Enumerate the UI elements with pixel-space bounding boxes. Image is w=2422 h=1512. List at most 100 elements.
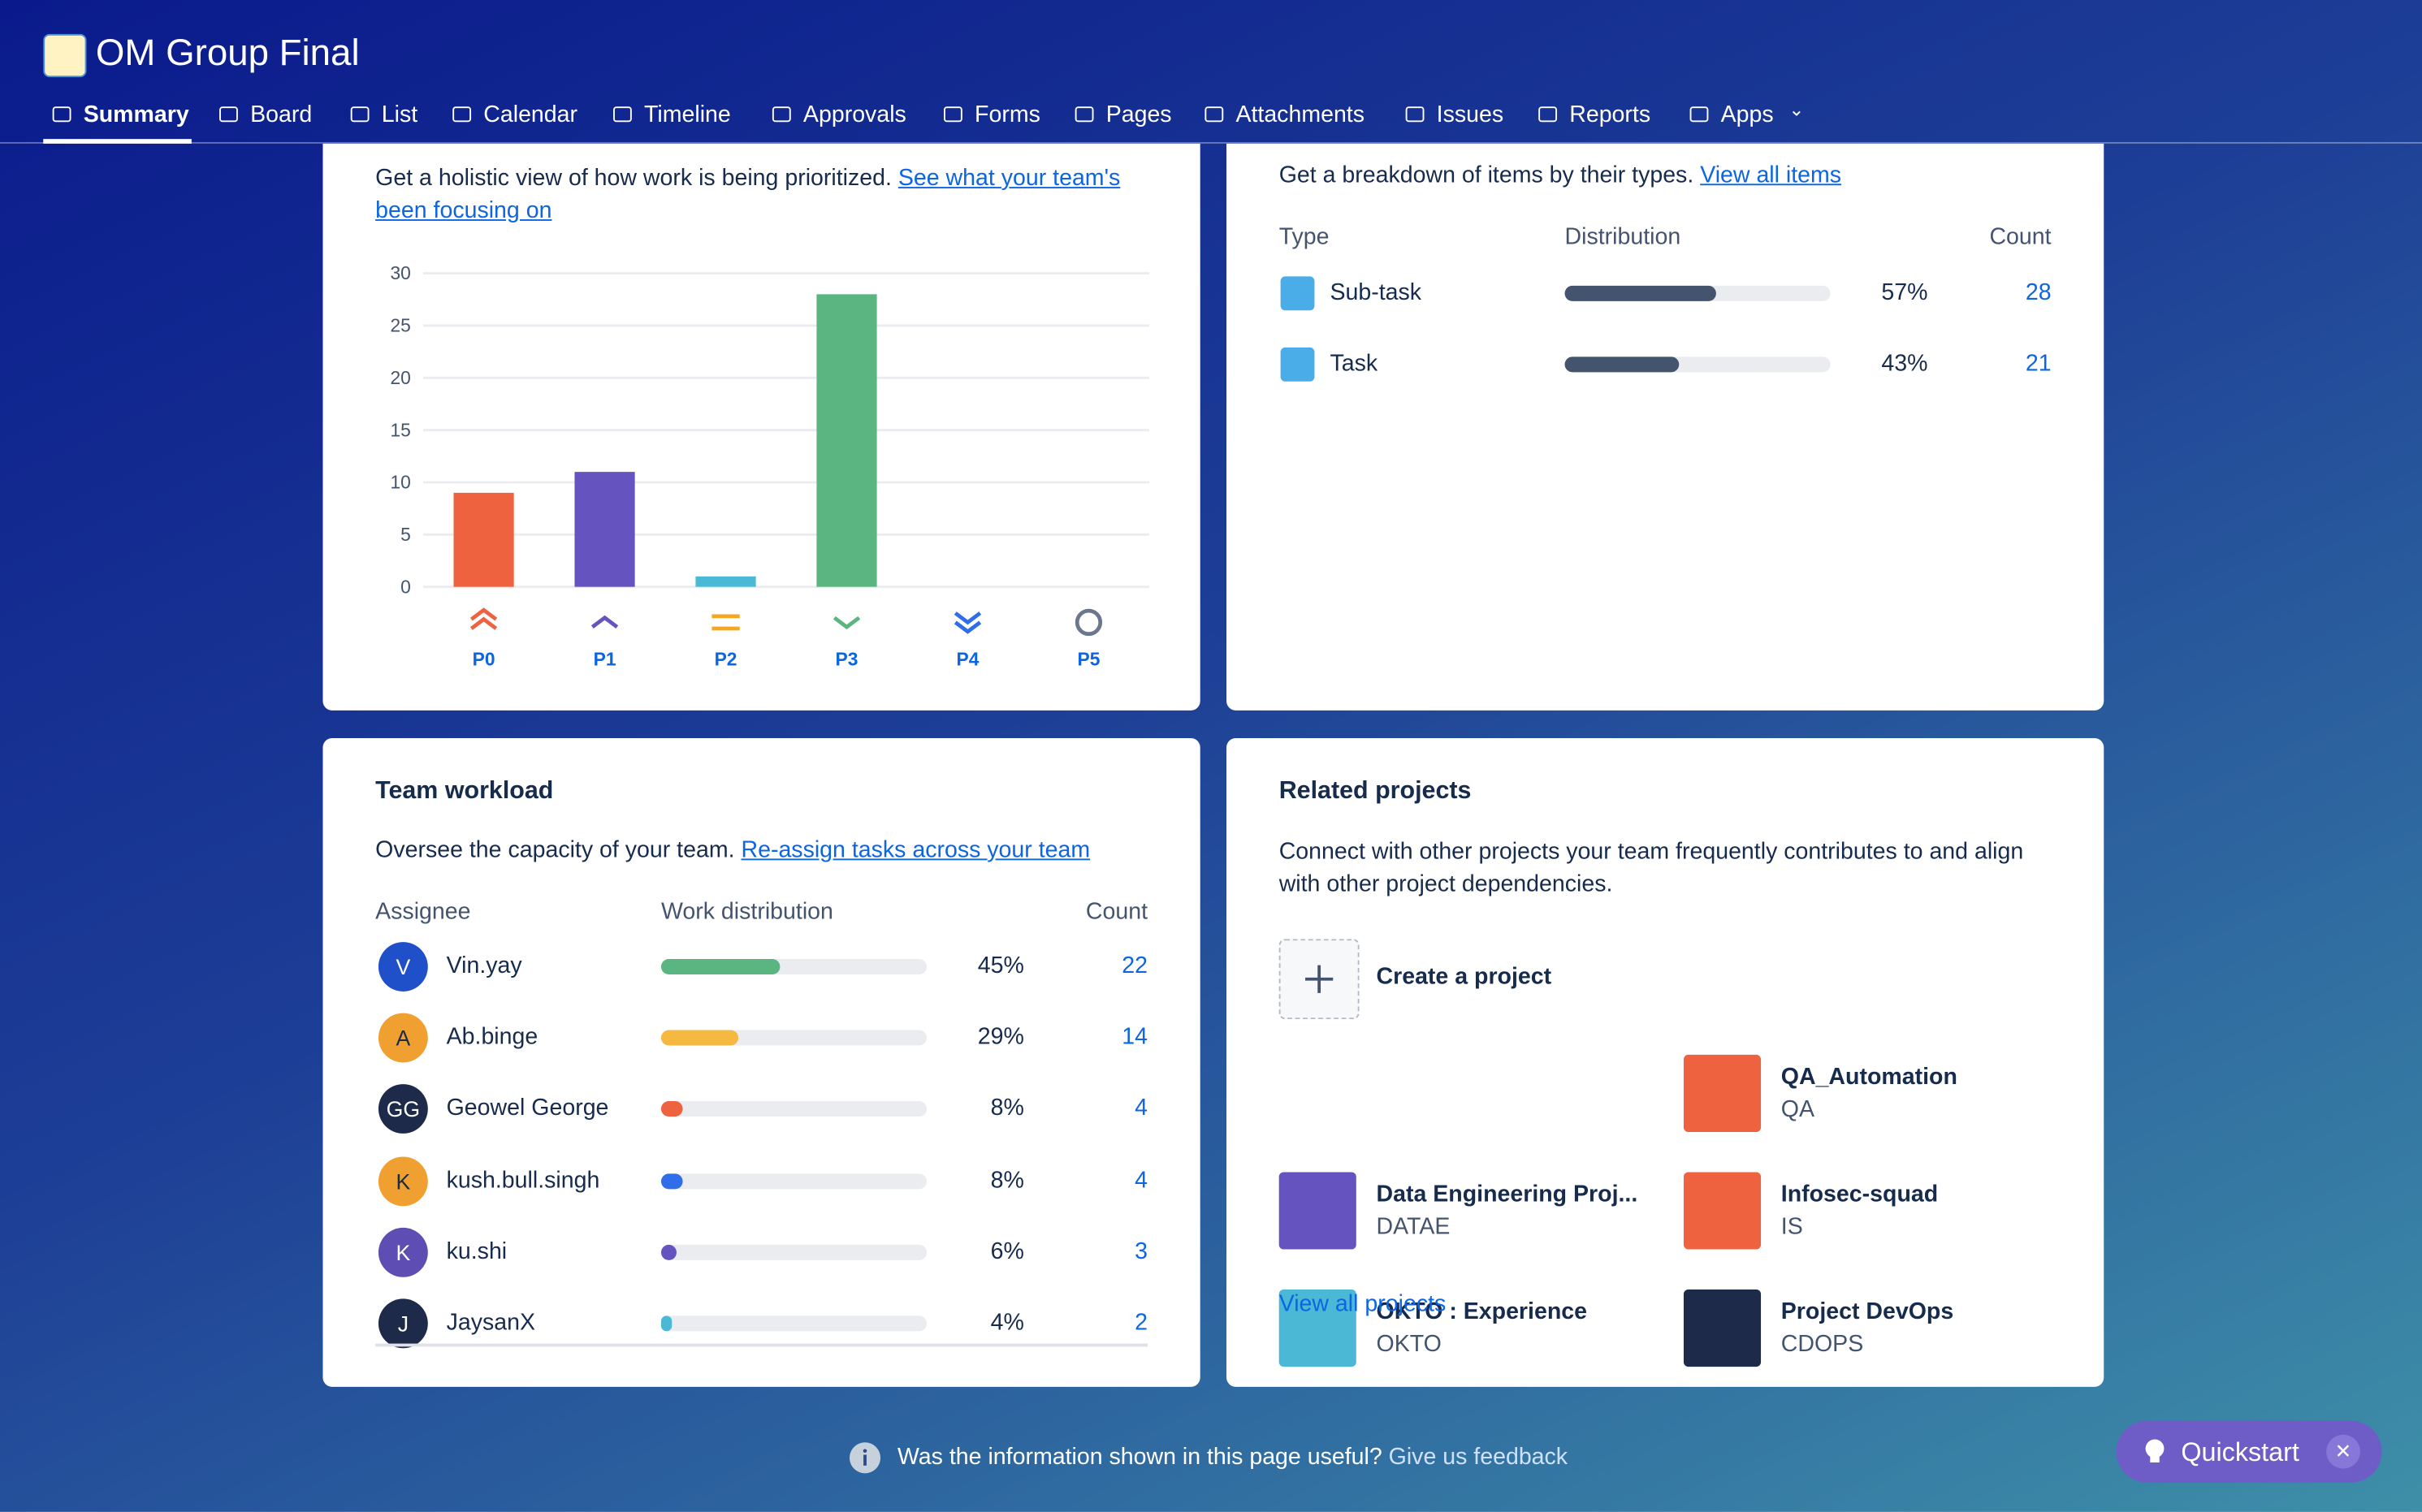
nav-icon <box>772 106 791 123</box>
priority-card: Get a holistic view of how work is being… <box>322 143 1200 711</box>
type-icon <box>1280 276 1315 311</box>
bar <box>695 576 756 587</box>
nav-icon <box>943 106 962 123</box>
project-avatar[interactable] <box>1683 1054 1762 1133</box>
count[interactable]: 4 <box>1135 1166 1148 1194</box>
create-project-label[interactable]: Create a project <box>1376 963 1552 991</box>
nav-tab[interactable]: Apps <box>1720 102 1774 128</box>
nav-icon <box>1075 106 1094 123</box>
distribution-bar <box>660 1315 673 1332</box>
project-name[interactable]: Project DevOps <box>1780 1298 1954 1325</box>
active-tab-indicator <box>43 139 192 144</box>
count[interactable]: 2 <box>1135 1309 1148 1337</box>
column-header: Distribution <box>1564 223 1681 251</box>
count[interactable]: 21 <box>2025 350 2052 378</box>
feedback-link[interactable]: Give us feedback <box>1388 1444 1568 1471</box>
quickstart-button[interactable]: Quickstart ✕ <box>2116 1420 2382 1483</box>
nav-tab[interactable]: Attachments <box>1235 102 1365 128</box>
nav-tab[interactable]: Timeline <box>644 102 731 128</box>
project-name[interactable]: Infosec-squad <box>1780 1181 1939 1208</box>
count[interactable]: 22 <box>1122 953 1148 979</box>
nav-tab[interactable]: Summary <box>83 102 189 128</box>
nav-icon <box>1405 106 1425 123</box>
avatar: V <box>378 942 428 991</box>
card-description: Get a holistic view of how work is being… <box>375 162 1148 227</box>
priority-icon <box>954 611 982 634</box>
description-text: Get a breakdown of items by their types. <box>1278 162 1694 189</box>
nav-tab[interactable]: Issues <box>1436 102 1504 128</box>
nav-tab[interactable]: Calendar <box>483 102 578 128</box>
card-link[interactable]: View all items <box>1700 162 1842 189</box>
percent: 4% <box>990 1309 1024 1337</box>
count[interactable]: 3 <box>1135 1238 1148 1265</box>
percent: 43% <box>1881 350 1928 378</box>
assignee-name: Ab.binge <box>446 1024 538 1051</box>
percent: 29% <box>977 1024 1024 1051</box>
type-name: Task <box>1330 350 1378 378</box>
distribution-bar <box>660 1173 683 1189</box>
priority-icon-group <box>469 607 498 630</box>
project-icon <box>43 33 87 78</box>
count[interactable]: 14 <box>1122 1024 1148 1051</box>
assignee-name: Geowel George <box>446 1095 609 1122</box>
nav-icon <box>452 106 472 123</box>
priority-icon <box>711 614 740 631</box>
project-avatar[interactable] <box>1278 1290 1356 1367</box>
description-text: Get a holistic view of how work is being… <box>375 165 892 192</box>
bar-track <box>660 1173 928 1189</box>
assignee-name: Vin.yay <box>446 953 522 979</box>
bar <box>816 294 877 587</box>
avatar: J <box>378 1298 428 1349</box>
column-header: Work distribution <box>660 898 833 926</box>
count[interactable]: 28 <box>2025 279 2052 306</box>
card-link[interactable]: See what your team's been focusing on <box>375 165 1121 224</box>
priority-icon <box>1075 608 1103 637</box>
create-project-button[interactable] <box>1278 939 1360 1020</box>
count[interactable]: 4 <box>1135 1095 1148 1122</box>
card-link[interactable]: Re-assign tasks across your team <box>741 836 1091 864</box>
x-tick-label: P5 <box>1077 649 1100 670</box>
x-tick-label: P1 <box>594 649 616 670</box>
card-description: Get a breakdown of items by their types.… <box>1279 162 1841 188</box>
nav-tab[interactable]: Forms <box>975 102 1040 128</box>
project-name[interactable]: OKTO : Experience <box>1376 1298 1587 1325</box>
view-all-projects[interactable]: View all projects <box>1278 1290 1447 1318</box>
assignee-name: ku.shi <box>446 1238 508 1265</box>
card-description: Oversee the capacity of your team. Re-as… <box>375 837 1090 863</box>
nav-icon <box>1538 106 1558 123</box>
bulb-icon <box>2145 1439 2165 1463</box>
avatar: K <box>378 1156 428 1206</box>
y-tick-label: 5 <box>400 524 411 545</box>
bar-track <box>660 1315 928 1332</box>
plus-icon <box>1305 965 1334 993</box>
quickstart-label: Quickstart <box>2181 1437 2299 1467</box>
priority-icon-group <box>1075 608 1103 637</box>
apps-chevron[interactable]: ⌄ <box>1788 98 1805 121</box>
feedback: Was the information shown in this page u… <box>897 1444 1568 1470</box>
related-card: Related projects Connect with other proj… <box>1226 738 2104 1387</box>
bar <box>574 472 635 587</box>
project-name[interactable]: QA_Automation <box>1780 1064 1957 1091</box>
nav-tab[interactable]: List <box>381 102 418 128</box>
project-avatar[interactable] <box>1683 1290 1762 1367</box>
priority-icon <box>590 615 619 629</box>
nav-tab[interactable]: Board <box>250 102 313 128</box>
project-avatar[interactable] <box>1683 1172 1762 1250</box>
x-tick-label: P3 <box>836 649 859 670</box>
types-card: Get a breakdown of items by their types.… <box>1226 143 2104 711</box>
card-title: Team workload <box>375 778 554 805</box>
y-tick-label: 15 <box>391 419 411 440</box>
project-avatar[interactable] <box>1278 1172 1356 1250</box>
priority-icon <box>833 616 861 630</box>
project-name[interactable]: Data Engineering Proj... <box>1376 1181 1638 1208</box>
nav-icon <box>613 106 632 123</box>
nav-tab[interactable]: Approvals <box>802 102 906 128</box>
nav-tab[interactable]: Reports <box>1569 102 1651 128</box>
percent: 45% <box>977 953 1024 979</box>
distribution-bar <box>660 1101 683 1117</box>
nav-icon <box>52 106 71 123</box>
distribution-bar <box>1564 356 1680 373</box>
close-quickstart[interactable]: ✕ <box>2326 1434 2360 1469</box>
nav-tab[interactable]: Pages <box>1105 102 1172 128</box>
